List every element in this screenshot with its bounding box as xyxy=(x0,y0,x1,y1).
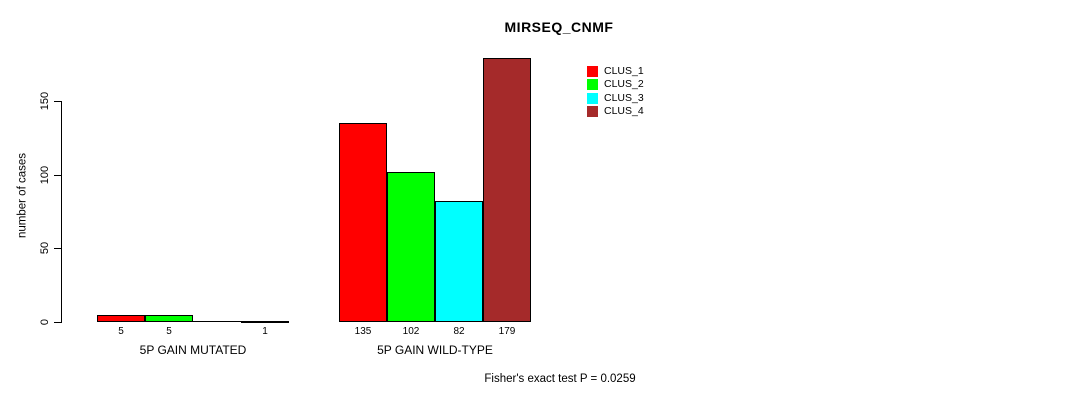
bar-count-label: 179 xyxy=(498,326,516,337)
legend-swatch-icon xyxy=(587,79,598,91)
group-label-mutated: 5P GAIN MUTATED xyxy=(139,343,247,357)
y-tick-label: 100 xyxy=(39,165,51,184)
bar-count-label: 102 xyxy=(402,326,420,337)
bar-clus_4-mutated xyxy=(241,320,289,323)
bar-clus_3-mutated xyxy=(193,321,241,322)
bar-count-label: 135 xyxy=(354,326,372,337)
bar-clus_2-mutated xyxy=(145,314,193,322)
legend-swatch-icon xyxy=(587,92,598,104)
group-label-wildtype: 5P GAIN WILD-TYPE xyxy=(377,343,493,357)
y-tick-label: 50 xyxy=(39,242,51,255)
bar-clus_3-wildtype xyxy=(435,201,483,322)
y-tick-mark xyxy=(54,322,61,323)
bar-clus_1-mutated xyxy=(97,314,145,322)
legend-swatch-icon xyxy=(587,66,598,77)
legend-label: CLUS_1 xyxy=(604,65,644,77)
bar-clus_4-wildtype xyxy=(483,58,531,322)
legend-item-clus_4: CLUS_4 xyxy=(587,104,644,117)
y-tick-mark xyxy=(54,101,61,102)
bar-count-label: 5 xyxy=(118,326,124,337)
legend-swatch-icon xyxy=(587,105,598,117)
legend-item-clus_1: CLUS_1 xyxy=(587,66,644,77)
y-axis-line xyxy=(61,101,62,323)
bar-count-label: 5 xyxy=(166,326,172,337)
legend-label: CLUS_3 xyxy=(604,91,644,104)
bar-count-label: 82 xyxy=(453,326,465,337)
fisher-test-annotation: Fisher's exact test P = 0.0259 xyxy=(484,373,636,385)
legend-label: CLUS_4 xyxy=(604,104,644,117)
bar-clus_2-wildtype xyxy=(387,171,435,322)
y-tick-label: 0 xyxy=(39,318,51,326)
bar-count-label: 1 xyxy=(262,326,268,337)
y-tick-label: 150 xyxy=(39,91,51,111)
legend: CLUS_1 CLUS_2 CLUS_3 CLUS_4 xyxy=(587,66,644,119)
bar-clus_1-wildtype xyxy=(339,123,387,322)
legend-item-clus_2: CLUS_2 xyxy=(587,78,644,91)
legend-label: CLUS_2 xyxy=(604,78,644,91)
y-tick-mark xyxy=(54,174,61,176)
legend-item-clus_3: CLUS_3 xyxy=(587,91,644,104)
chart-title: MIRSEQ_CNMF xyxy=(504,19,614,35)
y-tick-mark xyxy=(54,248,61,250)
